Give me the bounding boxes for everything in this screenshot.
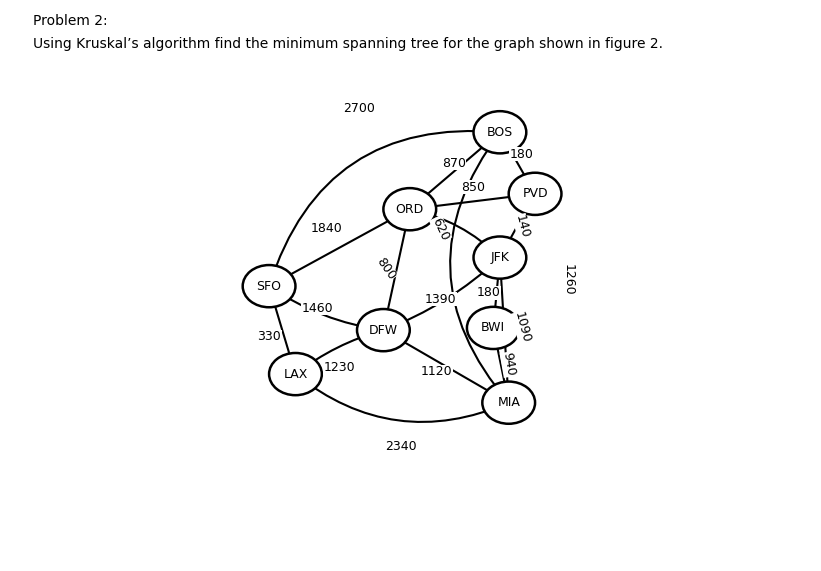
FancyArrowPatch shape — [383, 209, 410, 330]
Ellipse shape — [269, 353, 322, 395]
FancyArrowPatch shape — [296, 374, 509, 422]
Text: PVD: PVD — [522, 187, 548, 200]
Text: Using Kruskal’s algorithm find the minimum spanning tree for the graph shown in : Using Kruskal’s algorithm find the minim… — [33, 37, 663, 51]
Ellipse shape — [357, 309, 410, 351]
Text: Problem 2:: Problem 2: — [33, 14, 108, 29]
FancyArrowPatch shape — [500, 132, 535, 194]
Text: 850: 850 — [461, 181, 485, 194]
FancyArrowPatch shape — [500, 258, 509, 403]
FancyArrowPatch shape — [410, 132, 500, 209]
Text: JFK: JFK — [490, 251, 509, 264]
Text: 180: 180 — [510, 148, 534, 161]
FancyArrowPatch shape — [269, 209, 410, 286]
FancyArrowPatch shape — [269, 286, 296, 374]
FancyArrowPatch shape — [500, 194, 535, 258]
Text: 2340: 2340 — [385, 440, 417, 453]
Text: 620: 620 — [429, 215, 452, 243]
Ellipse shape — [474, 236, 526, 279]
Ellipse shape — [383, 188, 436, 230]
FancyArrowPatch shape — [383, 330, 509, 403]
Text: 330: 330 — [257, 330, 281, 343]
Ellipse shape — [482, 381, 535, 424]
Text: SFO: SFO — [257, 280, 282, 293]
Ellipse shape — [243, 265, 296, 307]
FancyArrowPatch shape — [410, 194, 535, 209]
Text: 180: 180 — [477, 286, 501, 299]
Text: 1230: 1230 — [323, 361, 355, 374]
FancyArrowPatch shape — [296, 330, 383, 374]
Text: BWI: BWI — [481, 321, 506, 335]
Text: 1120: 1120 — [420, 365, 452, 379]
Text: 870: 870 — [442, 156, 466, 170]
Text: 2700: 2700 — [343, 102, 375, 115]
Ellipse shape — [509, 172, 562, 215]
Text: 1460: 1460 — [301, 301, 333, 315]
Ellipse shape — [467, 307, 520, 349]
Text: 140: 140 — [512, 214, 531, 240]
Text: 1090: 1090 — [511, 311, 532, 345]
Text: 1840: 1840 — [310, 223, 342, 235]
Text: 800: 800 — [374, 255, 398, 282]
FancyArrowPatch shape — [493, 258, 500, 328]
FancyArrowPatch shape — [493, 328, 509, 403]
Text: DFW: DFW — [369, 324, 398, 337]
FancyArrowPatch shape — [383, 258, 500, 330]
Text: 1260: 1260 — [562, 264, 575, 295]
FancyArrowPatch shape — [450, 132, 509, 403]
Text: ORD: ORD — [396, 203, 424, 216]
Text: LAX: LAX — [283, 368, 308, 381]
Text: BOS: BOS — [487, 126, 513, 139]
Text: 940: 940 — [500, 352, 517, 377]
FancyArrowPatch shape — [269, 286, 383, 330]
FancyArrowPatch shape — [269, 131, 500, 286]
Text: 1390: 1390 — [424, 293, 456, 306]
Text: MIA: MIA — [498, 396, 521, 409]
FancyArrowPatch shape — [410, 209, 500, 258]
Ellipse shape — [474, 111, 526, 154]
